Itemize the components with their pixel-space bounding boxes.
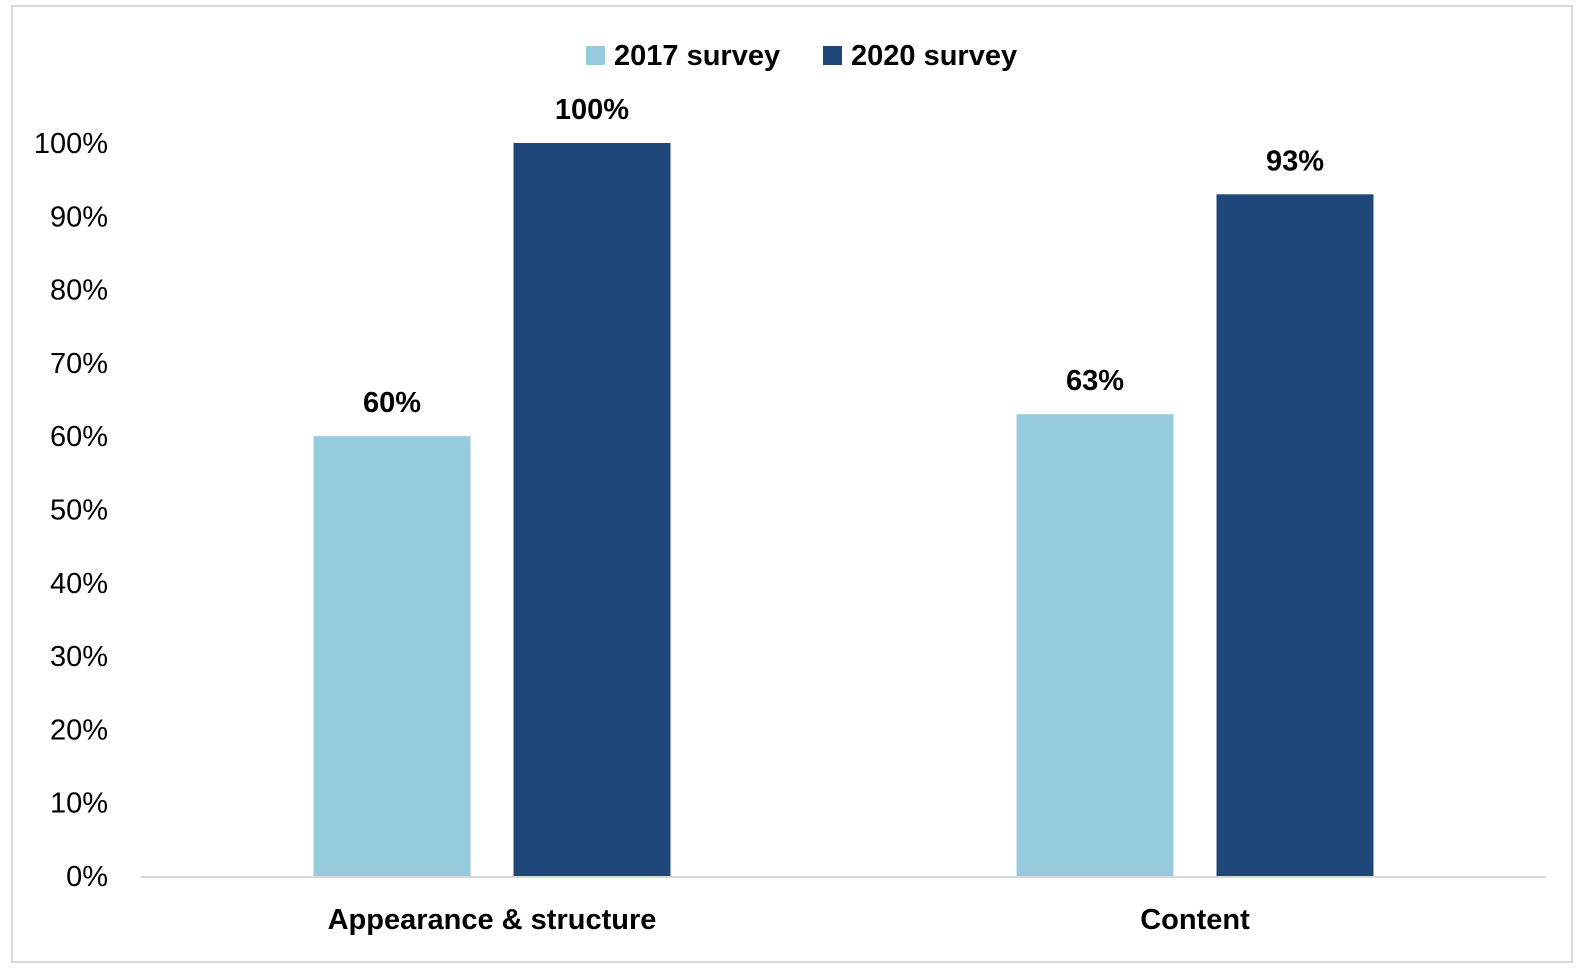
data-label: 63%	[1066, 365, 1124, 397]
y-tick-label: 0%	[66, 861, 108, 893]
y-tick-label: 100%	[34, 128, 108, 160]
legend-swatch	[823, 46, 842, 65]
legend-label: 2020 survey	[851, 40, 1017, 72]
data-label: 93%	[1266, 145, 1324, 177]
bar-2017-0	[313, 436, 471, 876]
y-tick-label: 80%	[50, 275, 108, 307]
legend-label: 2017 survey	[614, 40, 780, 72]
x-category-label: Content	[1140, 904, 1250, 936]
x-axis: Appearance & structure Content	[141, 876, 1546, 936]
data-labels: 60% 63% 100% 93%	[363, 94, 1324, 419]
bar-2017-1	[1016, 414, 1174, 876]
bar-2020-0	[513, 143, 671, 876]
x-category-label: Appearance & structure	[328, 904, 657, 936]
y-tick-label: 50%	[50, 495, 108, 527]
data-label: 100%	[555, 94, 629, 126]
bars	[313, 143, 1374, 876]
y-tick-label: 30%	[50, 641, 108, 673]
data-label: 60%	[363, 387, 421, 419]
y-tick-label: 40%	[50, 568, 108, 600]
y-tick-label: 90%	[50, 201, 108, 233]
legend: 2017 survey 2020 survey	[586, 40, 1017, 72]
y-tick-label: 20%	[50, 714, 108, 746]
y-tick-label: 60%	[50, 421, 108, 453]
y-tick-label: 10%	[50, 788, 108, 820]
bar-2020-1	[1216, 194, 1374, 876]
y-axis: 0% 10% 20% 30% 40% 50% 60% 70% 80% 90% 100%	[34, 128, 108, 893]
y-tick-label: 70%	[50, 348, 108, 380]
legend-swatch	[586, 46, 605, 65]
